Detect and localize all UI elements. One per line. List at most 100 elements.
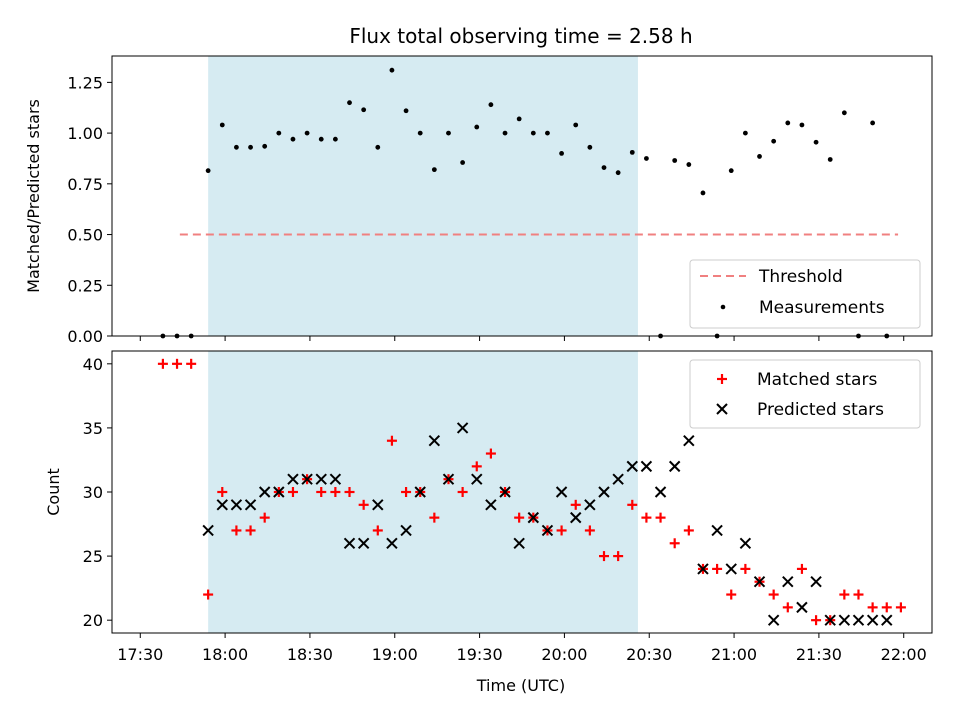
predicted-star-point [499, 486, 511, 498]
matched-star-point [839, 589, 850, 600]
x-tick-label: 20:00 [541, 645, 587, 664]
x-tick-label: 21:00 [711, 645, 757, 664]
matched-star-point [853, 589, 864, 600]
x-tick-label: 22:00 [881, 645, 927, 664]
predicted-star-point [584, 499, 596, 511]
measurement-point [516, 116, 522, 122]
measurement-point [686, 162, 692, 167]
y-axis-label: Count [44, 468, 63, 516]
y-axis-ticks: 0.00 0.25 0.50 0.75 1.00 1.25 [67, 73, 112, 346]
matched-star-point [655, 512, 666, 523]
measurement-point [644, 156, 649, 161]
measurement-point [573, 122, 579, 128]
predicted-star-point [258, 486, 271, 498]
measurement-point [219, 122, 225, 128]
predicted-star-point [287, 473, 299, 485]
measurement-point [403, 108, 409, 114]
predicted-star-point [668, 460, 681, 473]
y-tick-label: 0.25 [67, 276, 103, 295]
measurement-point [389, 67, 395, 73]
predicted-star-point [428, 435, 441, 447]
measurement-point [262, 143, 268, 149]
predicted-star-point [782, 576, 794, 588]
predicted-star-point [626, 460, 638, 473]
legend-measurements-swatch [720, 304, 726, 310]
matched-star-point [259, 512, 270, 523]
measurement-point [318, 136, 324, 142]
predicted-star-point [202, 524, 214, 537]
matched-star-point [683, 525, 694, 536]
ratio-panel-frame [111, 55, 933, 337]
matched-star-point [386, 435, 397, 446]
matched-star-point [401, 487, 412, 497]
predicted-star-point [824, 614, 836, 626]
matched-star-point [641, 512, 652, 523]
y-tick-label: 0.75 [67, 175, 103, 194]
matched-star-point [599, 551, 609, 562]
matched-star-point [556, 525, 567, 536]
measurement-point [841, 110, 847, 116]
measurement-point [559, 150, 564, 156]
measurement-point [601, 165, 607, 170]
y-axis-label: Matched/Predicted stars [24, 99, 43, 293]
legend-label-threshold: Threshold [758, 267, 843, 287]
matched-star-point [669, 538, 680, 549]
matched-star-point [358, 499, 369, 510]
predicted-star-point [725, 563, 737, 575]
matched-star-point [471, 461, 482, 472]
predicted-star-point [810, 576, 822, 588]
matched-star-point [811, 615, 822, 626]
measurement-point [813, 139, 819, 145]
matched-star-point [514, 512, 525, 523]
matched-star-point [231, 525, 242, 536]
measurement-point [615, 170, 621, 176]
measurement-point [827, 157, 833, 162]
measurement-point [347, 100, 352, 106]
measurement-point [530, 130, 536, 136]
predicted-star-point [555, 486, 568, 498]
matched-star-point [895, 602, 906, 613]
y-tick-label: 1.00 [67, 124, 103, 143]
predicted-star-points [202, 422, 893, 626]
predicted-star-point [442, 473, 455, 485]
measurement-point [629, 149, 635, 155]
matched-star-point [217, 487, 228, 497]
measurement-point [248, 144, 253, 150]
measurement-point [728, 168, 734, 174]
predicted-star-point [753, 576, 766, 588]
predicted-star-point [570, 511, 582, 524]
measurement-point [785, 120, 791, 126]
matched-star-point [485, 448, 496, 459]
y-tick-label: 30 [83, 483, 103, 502]
predicted-star-point [852, 614, 865, 626]
x-axis-ticks: 17:30 18:00 18:30 19:00 19:30 20:00 20:30 21:00… [117, 633, 927, 664]
predicted-star-point [640, 460, 653, 473]
x-tick-label: 19:00 [372, 645, 418, 664]
matched-star-point [627, 499, 638, 510]
matched-star-point [867, 602, 878, 613]
measurement-points [160, 67, 890, 339]
matched-star-point [157, 358, 168, 369]
predicted-star-point [541, 524, 554, 537]
x-tick-label: 17:30 [117, 645, 163, 664]
x-axis-label: Time (UTC) [476, 676, 565, 695]
predicted-star-point [315, 473, 327, 485]
matched-star-point [457, 487, 468, 497]
predicted-star-point [683, 435, 695, 447]
predicted-star-point [697, 563, 709, 575]
matched-star-point [570, 499, 581, 510]
predicted-star-point [357, 537, 370, 549]
chart-title: Flux total observing time = 2.58 h [349, 24, 692, 48]
ratio-panel: 0.00 0.25 0.50 0.75 1.00 1.25 Matched/Predict… [24, 55, 933, 346]
matched-star-point [330, 487, 341, 497]
measurement-point [587, 144, 593, 150]
y-tick-label: 35 [83, 419, 103, 438]
measurement-point [290, 136, 296, 142]
measurement-point [771, 138, 777, 144]
legend-label-predicted: Predicted stars [757, 400, 884, 420]
legend-label-matched: Matched stars [757, 370, 877, 390]
measurement-point [375, 144, 381, 150]
y-tick-label: 20 [83, 611, 103, 630]
count-panel-frame [111, 350, 933, 634]
x-tick-label: 18:00 [202, 645, 248, 664]
